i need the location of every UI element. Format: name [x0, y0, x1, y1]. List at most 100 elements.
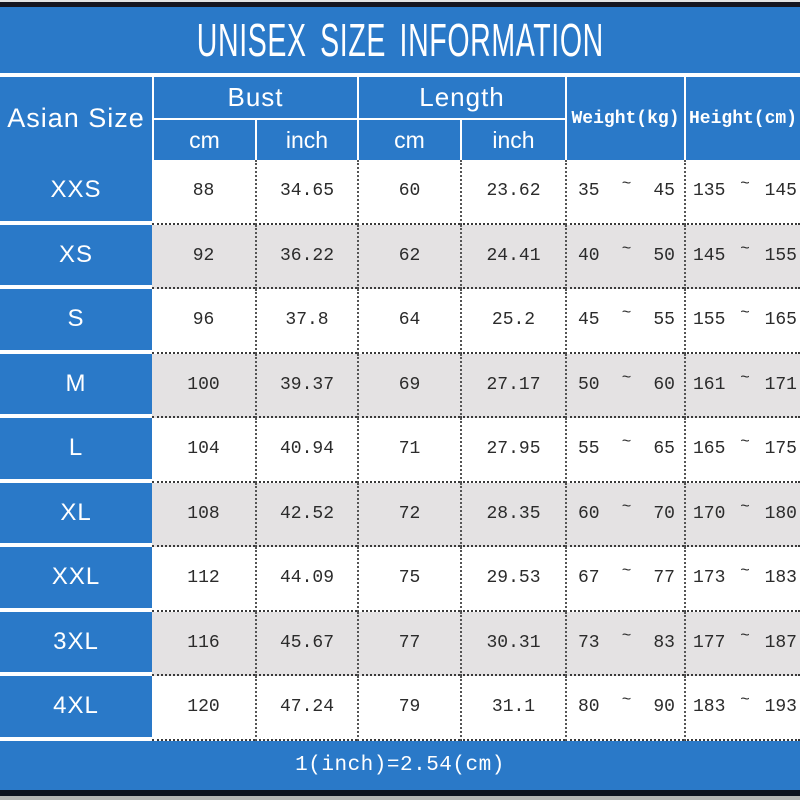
range-tilde: ~ — [740, 626, 750, 645]
size-cell: L — [0, 418, 152, 483]
top-trim-bar — [0, 0, 800, 7]
range-tilde: ~ — [621, 626, 632, 645]
length-cm-cell: 77 — [357, 611, 460, 676]
bust-cm-cell: 104 — [152, 418, 255, 483]
table-row: XXL 112 44.09 75 29.53 67 ~77 173 ~183 — [0, 547, 800, 612]
length-inch-cell: 31.1 — [460, 676, 565, 741]
bust-inch-cell: 36.22 — [255, 224, 357, 289]
footer-band: 1(inch)=2.54(cm) — [0, 740, 800, 790]
bust-inch-cell: 37.8 — [255, 289, 357, 354]
col-header-asian-size: Asian Size — [7, 103, 145, 133]
length-cm-cell: 75 — [357, 547, 460, 612]
table-row: L 104 40.94 71 27.95 55 ~65 165 ~175 — [0, 418, 800, 483]
height-range-cell: 173 ~183 — [684, 547, 800, 612]
height-range-cell: 170 ~180 — [684, 482, 800, 547]
range-max: 60 — [653, 374, 675, 395]
bust-cm-cell: 120 — [152, 676, 255, 741]
length-cm-cell: 72 — [357, 482, 460, 547]
range-min: 183 — [693, 697, 726, 718]
range-max: 70 — [653, 503, 675, 524]
height-range-cell: 177 ~187 — [684, 611, 800, 676]
range-tilde: ~ — [740, 691, 750, 710]
range-max: 145 — [764, 181, 797, 202]
range-max: 83 — [653, 632, 675, 653]
range-min: 40 — [578, 245, 600, 266]
size-cell: XL — [0, 482, 152, 547]
size-cell: XXL — [0, 547, 152, 612]
range-tilde: ~ — [621, 562, 632, 581]
range-max: 183 — [764, 568, 797, 589]
size-cell: S — [0, 289, 152, 354]
bust-inch-cell: 45.67 — [255, 611, 357, 676]
length-inch-cell: 29.53 — [460, 547, 565, 612]
title-band: UNISEX SIZE INFORMATION — [0, 7, 800, 73]
weight-range-cell: 73 ~83 — [565, 611, 684, 676]
range-tilde: ~ — [621, 304, 632, 323]
range-tilde: ~ — [740, 368, 750, 387]
size-cell: XXS — [0, 160, 152, 225]
range-min: 155 — [693, 310, 726, 331]
range-min: 173 — [693, 568, 726, 589]
table-row: S 96 37.8 64 25.2 45 ~55 155 ~165 — [0, 289, 800, 354]
page-title: UNISEX SIZE INFORMATION — [196, 14, 604, 66]
bottom-trim-bar — [0, 790, 800, 796]
subcol-bust-inch: inch — [255, 120, 357, 160]
range-max: 165 — [764, 310, 797, 331]
length-inch-cell: 27.17 — [460, 353, 565, 418]
length-inch-cell: 28.35 — [460, 482, 565, 547]
size-cell: M — [0, 353, 152, 418]
range-max: 50 — [653, 245, 675, 266]
bust-cm-cell: 116 — [152, 611, 255, 676]
bust-cm-cell: 108 — [152, 482, 255, 547]
range-min: 60 — [578, 503, 600, 524]
range-max: 171 — [764, 374, 797, 395]
range-min: 135 — [693, 181, 726, 202]
bust-inch-cell: 39.37 — [255, 353, 357, 418]
range-max: 90 — [653, 697, 675, 718]
range-min: 161 — [693, 374, 726, 395]
bust-inch-cell: 40.94 — [255, 418, 357, 483]
subcol-length-cm: cm — [357, 120, 460, 160]
bust-cm-cell: 92 — [152, 224, 255, 289]
bottom-edge — [0, 796, 800, 800]
weight-range-cell: 35 ~45 — [565, 160, 684, 225]
range-max: 65 — [653, 439, 675, 460]
range-min: 67 — [578, 568, 600, 589]
height-range-cell: 183 ~193 — [684, 676, 800, 741]
table-row: XXS 88 34.65 60 23.62 35 ~45 135 ~145 — [0, 160, 800, 225]
col-group-length: Length — [357, 77, 565, 120]
table-header-row: Asian Size Bust Length Weight(kg) Height… — [0, 77, 800, 160]
range-tilde: ~ — [740, 562, 750, 581]
col-header-height: Height(cm) — [684, 77, 800, 160]
bust-cm-cell: 88 — [152, 160, 255, 225]
range-tilde: ~ — [740, 433, 750, 452]
range-min: 165 — [693, 439, 726, 460]
bust-inch-cell: 42.52 — [255, 482, 357, 547]
range-tilde: ~ — [621, 239, 632, 258]
weight-range-cell: 60 ~70 — [565, 482, 684, 547]
range-tilde: ~ — [740, 497, 750, 516]
size-cell: XS — [0, 224, 152, 289]
range-max: 45 — [653, 181, 675, 202]
length-inch-cell: 23.62 — [460, 160, 565, 225]
range-max: 77 — [653, 568, 675, 589]
table-row: XS 92 36.22 62 24.41 40 ~50 145 ~155 — [0, 224, 800, 289]
col-group-bust: Bust — [152, 77, 357, 120]
length-inch-cell: 25.2 — [460, 289, 565, 354]
weight-range-cell: 45 ~55 — [565, 289, 684, 354]
range-min: 45 — [578, 310, 600, 331]
height-range-cell: 145 ~155 — [684, 224, 800, 289]
length-cm-cell: 62 — [357, 224, 460, 289]
range-max: 55 — [653, 310, 675, 331]
range-min: 177 — [693, 632, 726, 653]
range-min: 145 — [693, 245, 726, 266]
length-cm-cell: 71 — [357, 418, 460, 483]
range-tilde: ~ — [621, 691, 632, 710]
col-header-weight: Weight(kg) — [565, 77, 684, 160]
subcol-bust-cm: cm — [152, 120, 255, 160]
size-cell: 3XL — [0, 611, 152, 676]
range-min: 50 — [578, 374, 600, 395]
bust-cm-cell: 96 — [152, 289, 255, 354]
bust-inch-cell: 34.65 — [255, 160, 357, 225]
table-row: 4XL 120 47.24 79 31.1 80 ~90 183 ~193 — [0, 676, 800, 741]
